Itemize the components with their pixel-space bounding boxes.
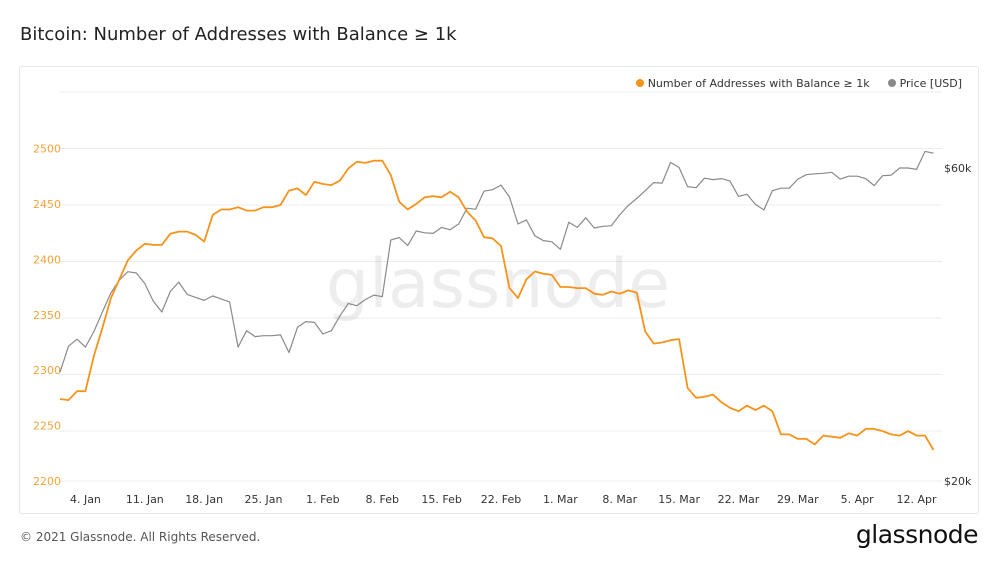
chart-title: Bitcoin: Number of Addresses with Balanc… bbox=[20, 24, 457, 45]
chart-legend: Number of Addresses with Balance ≥ 1k Pr… bbox=[635, 76, 962, 90]
x-axis: 4. Jan 11. Jan 18. Jan 25. Jan 1. Feb 8. Feb 1… bbox=[70, 493, 937, 506]
legend-dot-price bbox=[887, 79, 896, 87]
x-tick-label: 4. Jan bbox=[70, 493, 101, 506]
y-axis-left: 2200 2250 2300 2350 2400 2450 2500 bbox=[33, 143, 61, 489]
y-right-tick-label: $60k bbox=[944, 162, 972, 175]
y-axis-right: $20k $60k bbox=[944, 162, 972, 488]
x-tick-label: 25. Jan bbox=[245, 493, 283, 506]
x-tick-label: 8. Mar bbox=[602, 493, 637, 506]
x-tick-label: 22. Mar bbox=[718, 493, 760, 506]
x-tick-label: 15. Feb bbox=[421, 493, 461, 506]
x-tick-label: 5. Apr bbox=[841, 493, 874, 506]
x-tick-label: 22. Feb bbox=[481, 493, 521, 506]
x-tick-label: 1. Mar bbox=[543, 493, 578, 506]
x-tick-label: 15. Mar bbox=[658, 493, 700, 506]
y-left-tick-label: 2450 bbox=[33, 198, 61, 211]
y-left-tick-label: 2400 bbox=[33, 253, 61, 266]
legend-item-price[interactable]: Price [USD] bbox=[887, 76, 962, 90]
x-tick-label: 29. Mar bbox=[777, 493, 819, 506]
x-tick-label: 8. Feb bbox=[366, 493, 399, 506]
chart-series bbox=[59, 150, 935, 451]
y-left-tick-label: 2300 bbox=[33, 364, 61, 377]
price-line bbox=[59, 150, 934, 373]
copyright-text: © 2021 Glassnode. All Rights Reserved. bbox=[20, 530, 261, 544]
y-left-tick-label: 2500 bbox=[33, 143, 61, 156]
x-tick-label: 18. Jan bbox=[185, 493, 223, 506]
x-tick-label: 12. Apr bbox=[897, 493, 937, 506]
y-left-tick-label: 2200 bbox=[33, 475, 61, 488]
watermark-text: glassnode bbox=[326, 245, 670, 324]
legend-label-addresses: Number of Addresses with Balance ≥ 1k bbox=[647, 76, 870, 90]
y-right-tick-label: $20k bbox=[944, 475, 972, 488]
brand-logo: glassnode bbox=[855, 520, 979, 549]
chart-grid bbox=[60, 91, 942, 482]
legend-dot-addresses bbox=[635, 79, 644, 87]
y-left-tick-label: 2250 bbox=[33, 420, 61, 433]
x-tick-label: 1. Feb bbox=[306, 493, 339, 506]
y-left-tick-label: 2350 bbox=[33, 309, 61, 322]
legend-label-price: Price [USD] bbox=[899, 76, 962, 90]
legend-item-addresses[interactable]: Number of Addresses with Balance ≥ 1k bbox=[635, 76, 870, 90]
addresses-line bbox=[59, 159, 935, 451]
chart-panel bbox=[19, 66, 979, 514]
x-tick-label: 11. Jan bbox=[126, 493, 164, 506]
